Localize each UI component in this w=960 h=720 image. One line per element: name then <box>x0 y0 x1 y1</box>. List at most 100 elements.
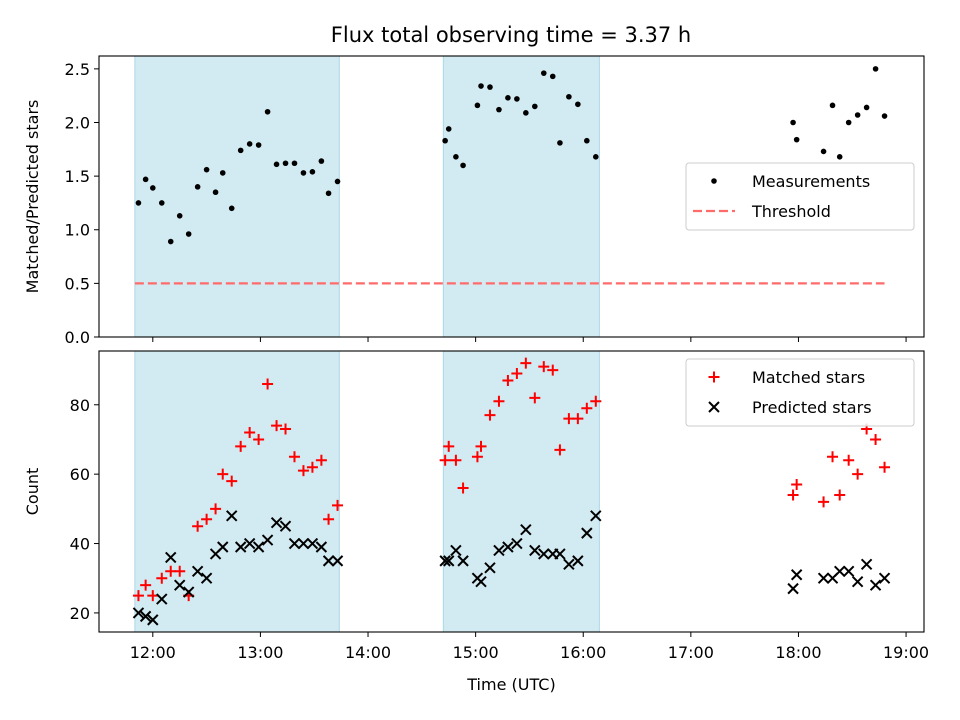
y-axis-label: Count <box>23 468 42 516</box>
shaded-interval-1 <box>134 350 340 633</box>
predicted-star-point <box>439 555 451 567</box>
measurement-point <box>228 205 235 212</box>
matched-star-point <box>547 364 559 376</box>
matched-star-point <box>852 468 864 480</box>
matched-star-point <box>288 451 300 463</box>
matched-star-point <box>787 489 799 501</box>
top-panel: 0.0 0.5 1.0 1.5 2.0 2.5 Matched/Predicted star… <box>23 55 925 347</box>
matched-star-point <box>140 579 152 591</box>
measurement-point <box>325 190 332 197</box>
measurement-point <box>505 95 511 101</box>
predicted-star-point <box>147 614 159 626</box>
measurement-point <box>514 96 520 102</box>
matched-star-point <box>471 451 483 463</box>
matched-star-point <box>529 392 541 404</box>
matched-star-point <box>870 433 882 445</box>
matched-star-point <box>306 461 318 473</box>
predicted-star-point <box>322 555 335 567</box>
matched-star-point <box>210 503 222 515</box>
shaded-interval-1 <box>134 55 340 338</box>
measurement-point <box>523 110 529 116</box>
y-axis-label: Matched/Predicted stars <box>23 100 42 294</box>
matched-star-point <box>156 572 168 584</box>
predicted-star-point <box>581 527 593 539</box>
predicted-star-point <box>270 517 283 529</box>
y-tick-label: 1.5 <box>65 167 90 186</box>
y-tick-label: 40 <box>70 535 90 554</box>
matched-star-point <box>554 444 566 456</box>
matched-star-point <box>791 479 803 491</box>
bottom-panel: 12:00 13:00 14:00 15:00 16:00 17:00 18:00 19:00… <box>23 350 929 694</box>
predicted-star-point <box>226 510 238 522</box>
predicted-star-point <box>869 579 882 591</box>
matched-star-point <box>439 454 451 466</box>
matched-star-point <box>132 590 144 602</box>
legend-matched-marker <box>708 371 720 383</box>
matched-star-point <box>332 499 344 511</box>
x-tick-label: 14:00 <box>345 643 391 662</box>
measurement-point <box>532 103 538 110</box>
predicted-star-point <box>787 582 799 595</box>
measurement-point <box>135 200 142 206</box>
measurement-point <box>219 170 226 176</box>
matched-star-point <box>879 461 891 473</box>
matched-star-point <box>235 440 247 452</box>
predicted-star-point <box>297 537 310 550</box>
matched-star-point <box>315 454 327 466</box>
measurement-point <box>592 154 599 160</box>
measurement-point <box>142 176 149 183</box>
measurement-point <box>334 178 341 185</box>
matched-star-point <box>827 451 839 463</box>
matched-star-point <box>201 513 213 525</box>
x-tick-label: 19:00 <box>883 643 929 662</box>
x-axis-label: Time (UTC) <box>466 675 555 694</box>
matched-star-point <box>147 590 159 602</box>
chart-title: Flux total observing time = 3.37 h <box>331 23 691 47</box>
predicted-star-point <box>217 541 229 553</box>
matched-star-point <box>262 378 274 390</box>
legend-label: Predicted stars <box>752 398 872 417</box>
axes-frame <box>98 350 925 633</box>
measurement-point <box>273 161 280 168</box>
predicted-star-point <box>475 575 487 588</box>
matched-star-point <box>253 433 265 445</box>
predicted-star-point <box>165 551 177 564</box>
predicted-star-point <box>554 548 566 560</box>
y-tick-label: 60 <box>70 465 90 484</box>
predicted-star-point <box>261 534 274 546</box>
matched-star-point <box>475 440 487 452</box>
legend-box <box>685 162 915 231</box>
measurement-point <box>194 184 201 190</box>
legend-predicted-marker <box>708 401 720 413</box>
predicted-star-point <box>279 520 292 532</box>
measurement-point <box>549 73 556 80</box>
measurement-point <box>496 106 502 113</box>
matched-star-point <box>590 395 602 407</box>
legend: Measurements Threshold <box>685 162 915 231</box>
axes-frame <box>98 55 925 338</box>
measurement-point <box>453 154 459 160</box>
measurement-point <box>185 231 192 237</box>
matched-star-point <box>493 395 505 407</box>
measurement-point <box>318 158 325 164</box>
measurement-point <box>863 104 870 111</box>
predicted-star-point <box>790 569 803 581</box>
measurement-point <box>854 112 861 118</box>
measurement-point <box>584 137 590 144</box>
matched-star-point <box>520 357 532 369</box>
predicted-star-point <box>878 572 891 584</box>
predicted-star-point <box>457 555 469 567</box>
predicted-star-point <box>234 541 247 553</box>
predicted-star-point <box>493 544 505 557</box>
predicted-star-point <box>572 555 584 567</box>
matched-star-point <box>581 402 593 414</box>
predicted-star-point <box>182 586 195 598</box>
predicted-star-point <box>243 537 256 550</box>
predicted-star-point <box>538 548 550 560</box>
predicted-star-point <box>331 555 344 567</box>
y-tick-label: 0.5 <box>65 274 90 293</box>
measurement-point <box>167 238 174 245</box>
measurement-point <box>540 70 547 76</box>
x-tick-label: 13:00 <box>237 643 283 662</box>
